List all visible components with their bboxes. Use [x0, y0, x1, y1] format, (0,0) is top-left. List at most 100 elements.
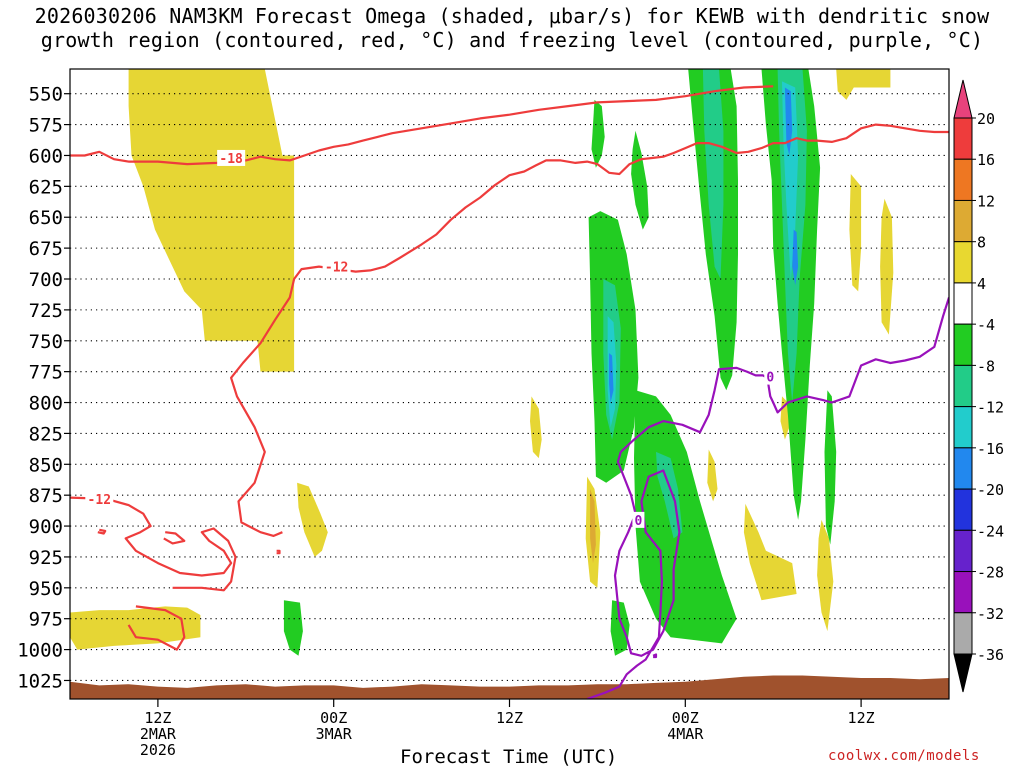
y-tick-label-650: 650 [29, 207, 63, 229]
colorbar-label-3: 8 [977, 234, 986, 252]
y-tick-label-575: 575 [29, 115, 63, 137]
colorbar-swatch-2 [953, 199, 973, 243]
colorbar-label-6: -8 [977, 357, 995, 375]
omega-region-9 [880, 198, 894, 335]
y-tick-label-975: 975 [29, 609, 63, 631]
colorbar-swatch-0 [953, 117, 973, 160]
colorbar-bottom-arrow [953, 653, 973, 693]
colorbar-swatch-11 [953, 571, 973, 614]
y-tick-label-1000: 1000 [17, 640, 63, 662]
x-tick-label-3-1: 4MAR [667, 725, 704, 743]
colorbar-swatch-7 [953, 406, 973, 449]
omega-region-25 [656, 451, 683, 539]
red-contour-2 [70, 496, 237, 592]
x-tick-label-0-0: 12Z [144, 709, 171, 727]
chart-title-line2: growth region (contoured, red, °C) and f… [40, 28, 984, 52]
colorbar-label-9: -20 [977, 481, 1004, 499]
y-tick-label-625: 625 [29, 176, 63, 198]
red-label-bg-2 [85, 490, 114, 507]
omega-region-8 [849, 174, 862, 292]
y-tick-label-950: 950 [29, 578, 63, 600]
purple-contour-0 [586, 297, 949, 699]
omega-region-26 [782, 81, 799, 280]
chart-title-line1: 2026030206 NAM3KM Forecast Omega (shaded… [34, 4, 990, 28]
dendritic-growth-contours: -18 -12 -12 [70, 85, 949, 651]
y-tick-label-775: 775 [29, 362, 63, 384]
colorbar-swatch-8 [953, 447, 973, 490]
omega-region-6 [743, 503, 797, 601]
y-tick-label-550: 550 [29, 84, 63, 106]
purple-label-bg-0 [632, 511, 645, 528]
x-tick-label-1-1: 3MAR [316, 725, 353, 743]
red-label-2: -12 [88, 493, 111, 508]
purple-label-bg-1 [764, 368, 777, 385]
x-tick-label-3-0: 00Z [672, 709, 699, 727]
colorbar-swatch-1 [953, 158, 973, 201]
red-contour-0 [70, 85, 774, 166]
x-tick-label-1-0: 00Z [320, 709, 347, 727]
omega-region-15 [631, 130, 649, 230]
purple-label-1: 0 [766, 371, 774, 386]
colorbar-top-arrow [953, 79, 973, 119]
y-tick-label-600: 600 [29, 145, 63, 167]
freezing-level-contours: 00 [586, 297, 949, 699]
y-tick-label-800: 800 [29, 393, 63, 415]
colorbar-label-8: -16 [977, 440, 1004, 458]
y-tick-label-675: 675 [29, 238, 63, 260]
omega-region-1 [70, 606, 201, 650]
x-tick-label-4-0: 12Z [848, 709, 875, 727]
x-tick-label-0-2: 2026 [140, 741, 176, 759]
y-tick-label-1025: 1025 [17, 670, 63, 692]
y-tick-label-925: 925 [29, 547, 63, 569]
x-tick-label-2-0: 12Z [496, 709, 523, 727]
chart-title: 2026030206 NAM3KM Forecast Omega (shaded… [0, 4, 1024, 52]
omega-region-12 [590, 489, 596, 564]
omega-region-14 [591, 99, 605, 168]
y-tick-label-750: 750 [29, 331, 63, 353]
red-contour-1 [230, 123, 949, 537]
red-label-bg-1 [322, 258, 351, 275]
omega-region-29 [792, 229, 799, 286]
red-label-bg-0 [217, 149, 246, 166]
colorbar: 20 16 12 8 4 -4 -8 -12 -16 -20 -24 -28 -32 -36 [953, 79, 1004, 693]
omega-region-20 [824, 390, 837, 545]
red-contour-3 [127, 605, 186, 651]
y-tick-label-875: 875 [29, 485, 63, 507]
omega-region-21 [610, 600, 630, 656]
purple-contour-2 [652, 653, 658, 659]
colorbar-label-7: -12 [977, 399, 1004, 417]
y-tick-label-725: 725 [29, 300, 63, 322]
colorbar-label-4: 4 [977, 275, 986, 293]
y-tick-label-700: 700 [29, 269, 63, 291]
pressure-gridlines [70, 93, 949, 682]
y-axis: 550 575 600 625 650 675 700 725 750 775 800 825 850 8… [17, 84, 70, 692]
colorbar-swatch-10 [953, 529, 973, 573]
colorbar-swatch-12 [953, 612, 973, 655]
y-tick-label-900: 900 [29, 516, 63, 538]
terrain [70, 675, 949, 699]
colorbar-swatch-6 [953, 364, 973, 408]
omega-shading [70, 69, 894, 656]
y-tick-label-825: 825 [29, 423, 63, 445]
omega-region-7 [817, 519, 834, 632]
colorbar-label-1: 16 [977, 151, 995, 169]
omega-region-2 [297, 482, 328, 557]
x-tick-label-0-1: 2MAR [140, 725, 177, 743]
red-contour-5 [97, 528, 107, 535]
colorbar-label-5: -4 [977, 316, 995, 334]
colorbar-swatch-9 [953, 488, 973, 531]
colorbar-label-11: -28 [977, 564, 1004, 582]
omega-region-10 [836, 69, 891, 100]
colorbar-label-10: -24 [977, 522, 1004, 540]
red-contour-6 [276, 549, 281, 555]
y-tick-label-850: 850 [29, 454, 63, 476]
omega-region-0 [128, 69, 295, 372]
purple-label-0: 0 [635, 514, 643, 529]
colorbar-swatch-4 [953, 282, 973, 325]
colorbar-label-12: -32 [977, 605, 1004, 623]
omega-region-28 [784, 87, 793, 156]
red-label-1: -12 [325, 261, 348, 276]
colorbar-swatch-3 [953, 241, 973, 284]
